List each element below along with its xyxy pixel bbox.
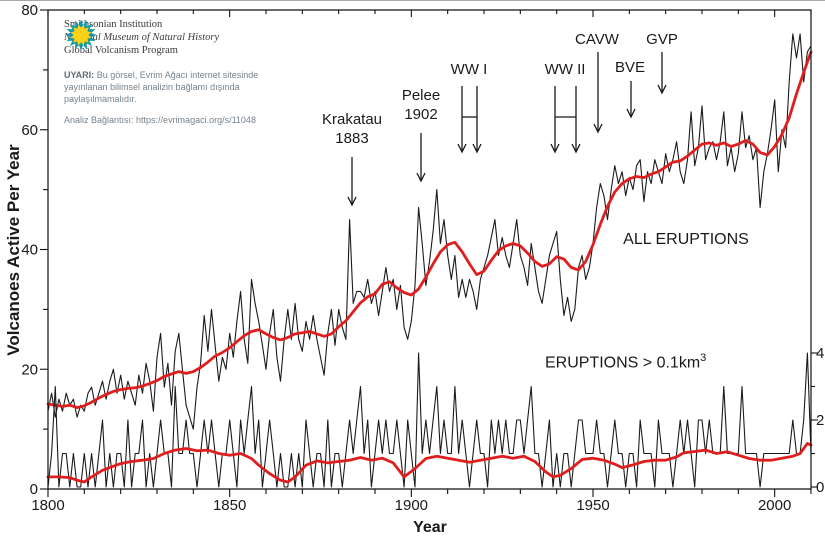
- x-tick-label: 1950: [576, 497, 609, 514]
- series-line-right-annual: [47, 352, 812, 488]
- y-right-tick-label: 0: [816, 479, 824, 496]
- y-left-tick-label: 80: [21, 2, 38, 19]
- annotation-bve: BVE: [614, 59, 646, 76]
- branding-text: Smithsonian Institution National Museum …: [64, 18, 219, 57]
- annotation-pelee: Pelee 1902: [401, 87, 441, 123]
- warning-block: UYARI: Bu görsel, Evrim Ağacı internet s…: [64, 69, 302, 126]
- org-name: Smithsonian Institution: [64, 19, 163, 30]
- krakatau-arrow-icon: [347, 157, 357, 207]
- y-axis-title: Volcanoes Active Per Year: [4, 144, 23, 356]
- ww2-span-arrows-icon: [550, 86, 581, 154]
- pelee-arrow-icon: [416, 133, 426, 183]
- x-tick-label: 2000: [758, 497, 791, 514]
- bve-arrow-icon: [626, 81, 636, 119]
- gvp-arrow-icon: [657, 52, 667, 95]
- program-name: Global Volcanism Program: [64, 45, 178, 56]
- ww1-span-arrows-icon: [457, 86, 482, 154]
- annotation-ww1: WW I: [450, 61, 488, 78]
- y-right-tick-label: 4: [816, 345, 824, 362]
- x-tick-label: 1800: [31, 497, 64, 514]
- annotation-krakatau: Krakatau 1883: [321, 111, 383, 147]
- series-line-left-annual: [47, 33, 812, 430]
- series-line-right-smoothed: [46, 441, 813, 484]
- smithsonian-branding: Smithsonian Institution National Museum …: [64, 18, 219, 57]
- x-tick-label: 1850: [213, 497, 246, 514]
- y-right-tick-label: 2: [816, 412, 824, 429]
- y-left-tick-label: 20: [21, 361, 38, 378]
- x-tick-label: 1900: [395, 497, 428, 514]
- annotation-cavw: CAVW: [575, 31, 619, 48]
- museum-name: National Museum of Natural History: [64, 32, 220, 43]
- analysis-link-line: Analiz Bağlantısı: https://evrimagaci.or…: [64, 115, 256, 125]
- series-label-all-eruptions: ALL ERUPTIONS: [623, 231, 749, 248]
- y-left-tick-label: 40: [21, 242, 38, 259]
- analysis-link: https://evrimagaci.org/s/11048: [136, 115, 256, 125]
- plot-frame: [47, 9, 812, 490]
- annotation-ww2: WW II: [544, 61, 586, 78]
- annotation-gvp: GVP: [646, 31, 678, 48]
- series-line-left-smoothed: [46, 50, 813, 410]
- figure-top-edge: [0, 0, 825, 1]
- smithsonian-sunburst-logo-icon: [65, 19, 97, 51]
- series-label-large-eruptions: ERUPTIONS > 0.1km3: [545, 352, 707, 372]
- superscript-3: 3: [700, 352, 707, 364]
- y-left-tick-label: 0: [30, 481, 38, 498]
- x-axis-title: Year: [413, 519, 447, 536]
- cavw-arrow-icon: [593, 52, 603, 134]
- y-left-tick-label: 60: [21, 122, 38, 139]
- warning-text: UYARI: Bu görsel, Evrim Ağacı internet s…: [64, 70, 259, 104]
